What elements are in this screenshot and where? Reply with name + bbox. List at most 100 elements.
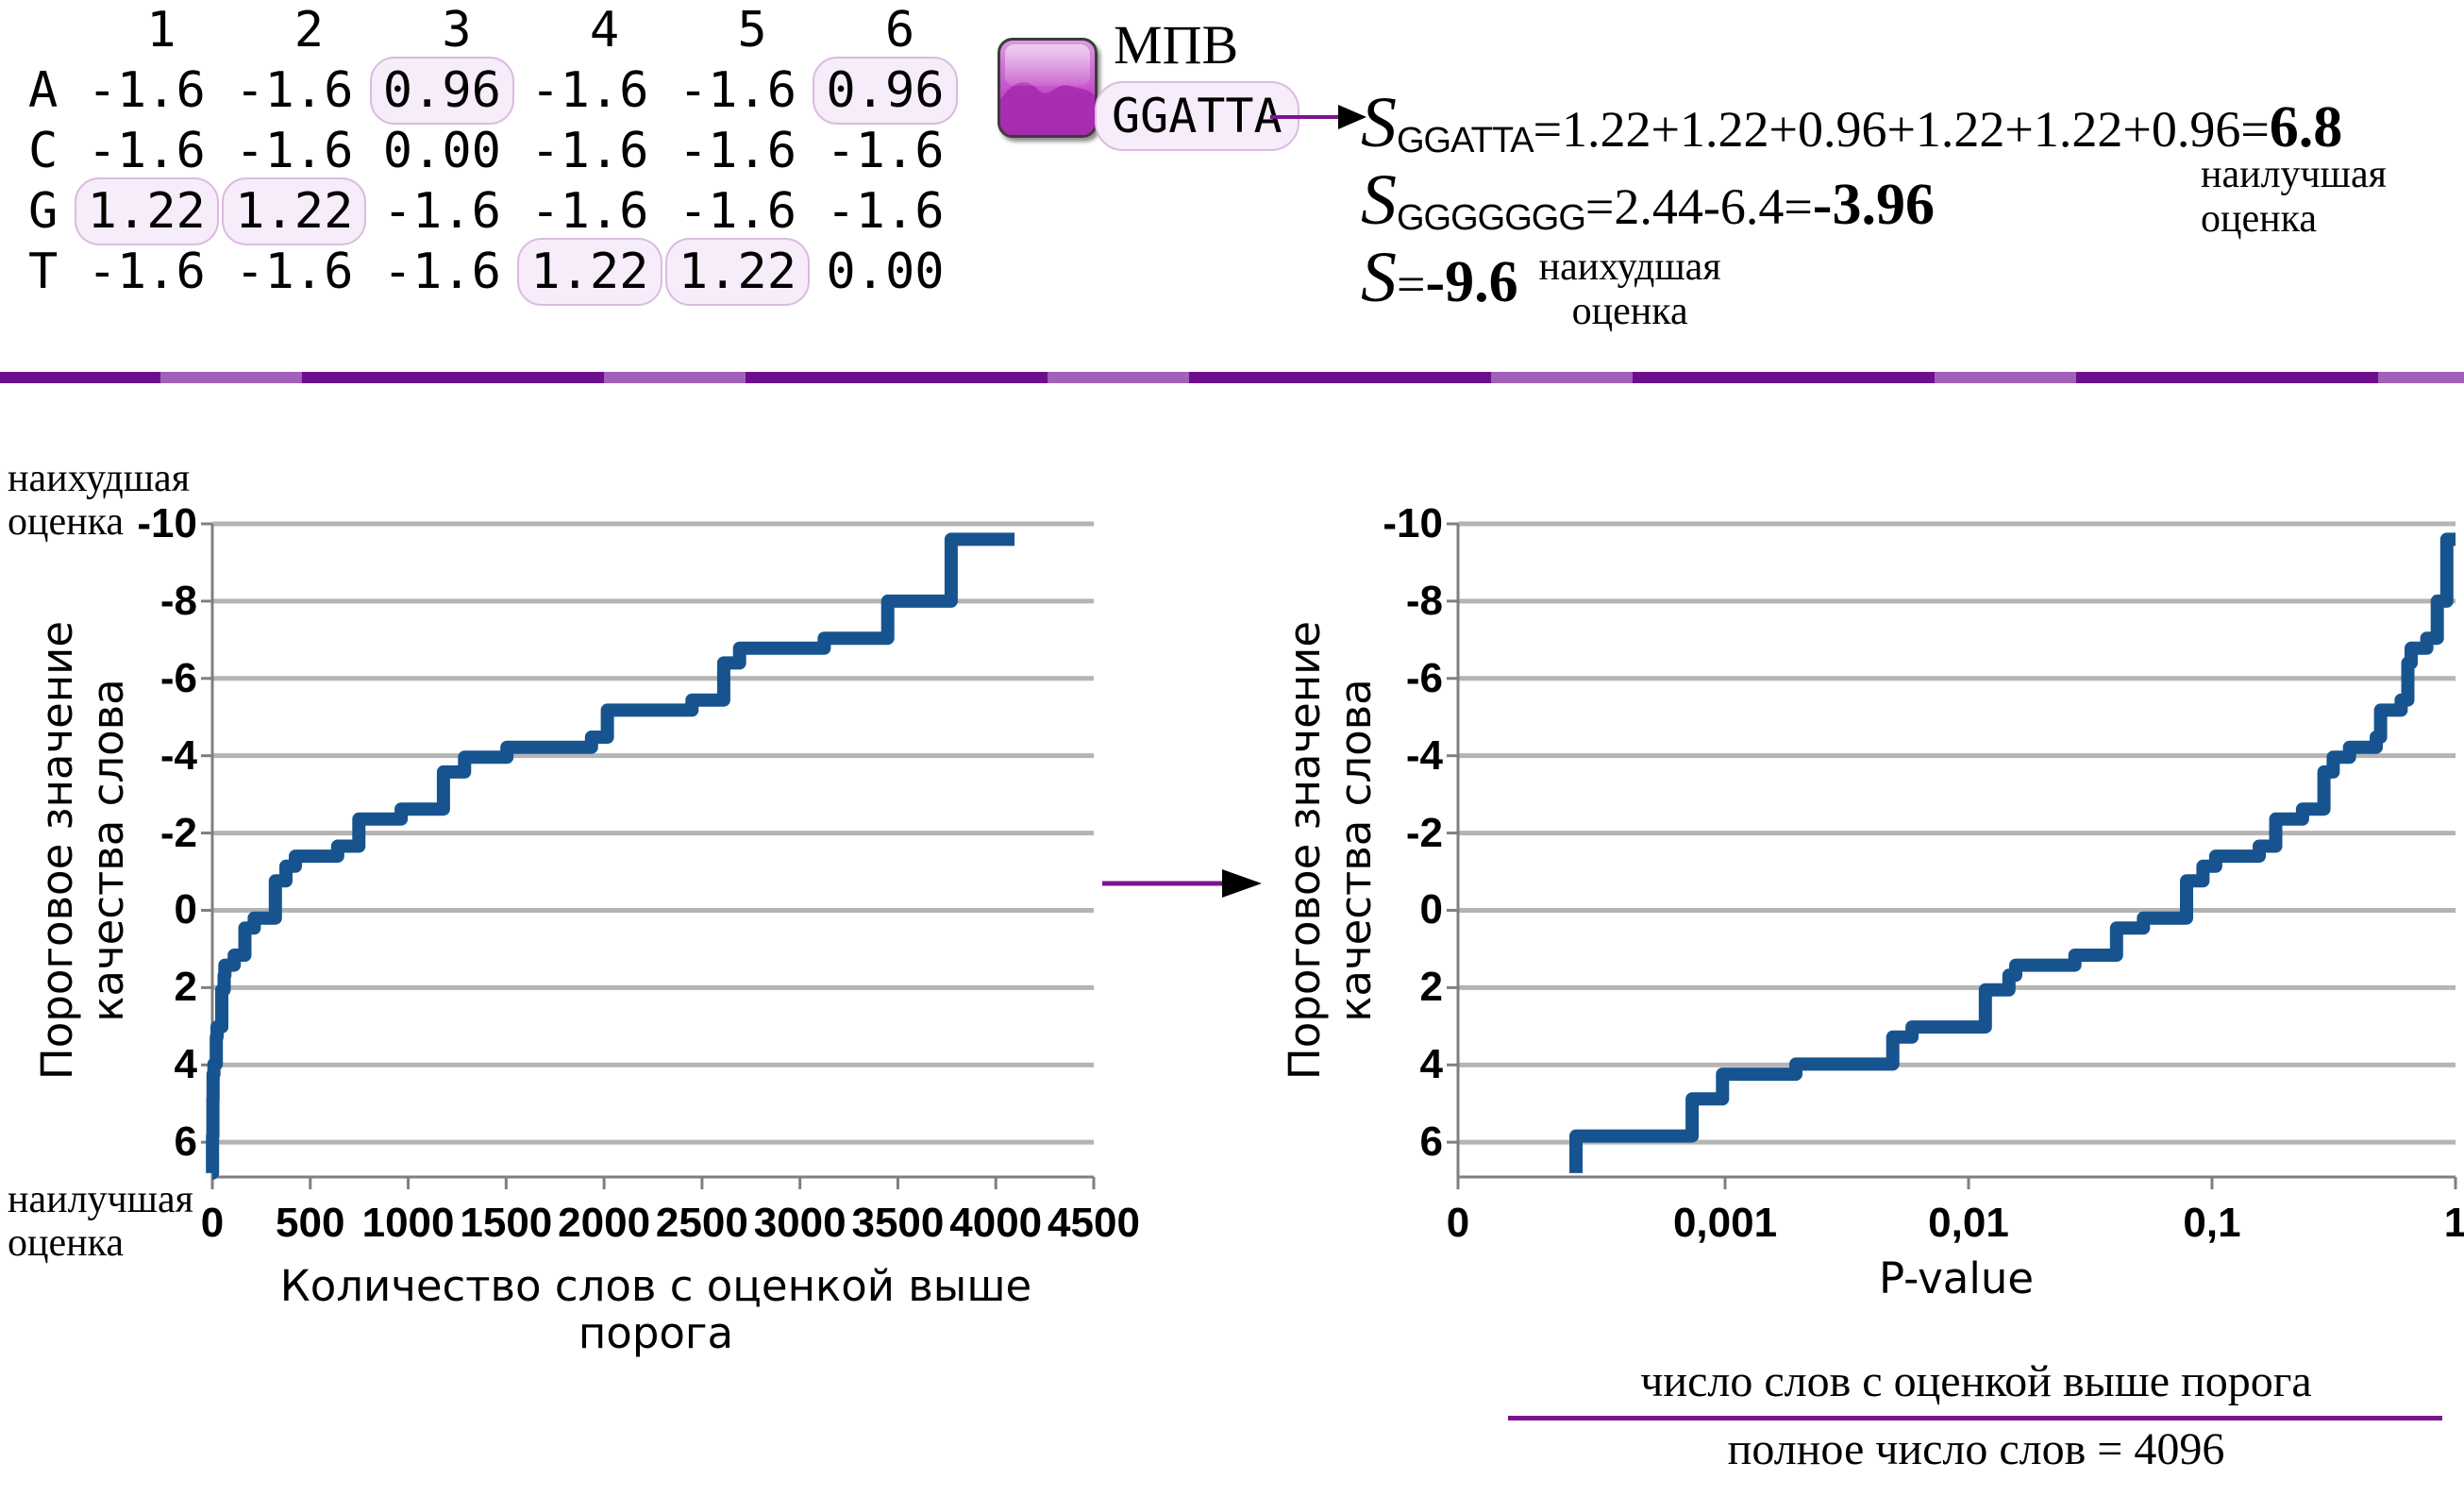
- matrix-header-row: 1 2 3 4 5 6: [28, 2, 915, 59]
- y-tick-label: -4: [1405, 731, 1443, 779]
- fraction-bar: [1508, 1416, 2442, 1420]
- matrix-cell: -1.6: [678, 123, 797, 179]
- matrix-cell-highlighted: 1.22: [664, 238, 811, 306]
- formula-body: =: [1397, 256, 1426, 312]
- matrix-cell: -1.6: [382, 183, 501, 240]
- word-to-formula-arrow: [1270, 105, 1366, 129]
- formula-body: =1.22+1.22+0.96+1.22+1.22+0.96=: [1533, 101, 2270, 158]
- y-tick-label: -8: [1405, 577, 1443, 624]
- matrix-row-label: C: [28, 123, 59, 179]
- matrix-row-label: A: [28, 62, 59, 119]
- matrix-row: G 1.22 1.22 -1.6 -1.6 -1.6 -1.6: [28, 177, 945, 245]
- x-tick-label: 2500: [655, 1200, 748, 1246]
- y-tick-label: 2: [174, 964, 197, 1011]
- formula-subscript: GGATTA: [1397, 121, 1534, 160]
- mpv-label: МПВ: [1114, 14, 1239, 76]
- worst-score-annotation: наихудшая оценка: [8, 457, 191, 544]
- left-chart: -10 -8 -6 -4 -2 0 2 4 6 0 500 1000 1500 2000 2500 3000 3…: [57, 500, 1140, 1326]
- y-tick-label: -10: [1383, 500, 1443, 546]
- x-tick-label: 3500: [851, 1200, 945, 1246]
- formula-subscript: GGGGGGG: [1397, 198, 1586, 238]
- gridlines: [1458, 521, 2456, 1145]
- x-tick-label: 0,1: [2183, 1200, 2241, 1246]
- matrix-cell: -1.6: [87, 244, 206, 300]
- x-tick-label: 1000: [361, 1200, 455, 1246]
- matrix-row: T -1.6 -1.6 -1.6 1.22 1.22 0.00: [28, 238, 945, 306]
- y-tick-label: 2: [1419, 964, 1443, 1011]
- right-chart-x-axis-title: P-value: [1878, 1253, 2035, 1303]
- x-tick-label: 1: [2443, 1200, 2464, 1246]
- best-score-note: наилучшая оценка: [2201, 153, 2387, 241]
- matrix-cell: 0.00: [382, 123, 501, 179]
- x-tick-label: 0,01: [1928, 1200, 2009, 1246]
- right-chart-svg: [1447, 521, 2457, 1189]
- matrix-cell: -1.6: [530, 123, 649, 179]
- y-tick-label: 4: [174, 1041, 197, 1088]
- matrix-cell-highlighted: 0.96: [813, 57, 958, 125]
- matrix-row: A -1.6 -1.6 0.96 -1.6 -1.6 0.96: [28, 57, 958, 125]
- axes: [1447, 522, 2457, 1189]
- formula-gggggg-score: SGGGGGGG=2.44-6.4=-3.96: [1361, 164, 1935, 236]
- matrix-cell: -1.6: [678, 62, 797, 119]
- matrix-cell-highlighted: 1.22: [222, 177, 367, 245]
- formula-body: =2.44-6.4=: [1584, 178, 1813, 235]
- x-tick-label: 0,001: [1672, 1200, 1778, 1246]
- matrix-cell-highlighted: 1.22: [517, 238, 662, 306]
- fraction-denominator: полное число слов = 4096: [1727, 1424, 2225, 1474]
- score-symbol: S: [1361, 83, 1397, 162]
- gridlines: [212, 521, 1094, 1145]
- score-step-curve: [206, 532, 1015, 1180]
- fraction-numerator: число слов с оценкой выше порога: [1640, 1356, 2312, 1406]
- matrix-cell-highlighted: 1.22: [74, 177, 219, 245]
- matrix-row-label: T: [28, 244, 59, 300]
- matrix-cell: -1.6: [235, 62, 354, 119]
- x-tick-label: 3000: [753, 1200, 846, 1246]
- y-tick-label: -2: [1405, 809, 1443, 856]
- score-symbol: S: [1361, 238, 1397, 317]
- matrix-cell: -1.6: [530, 62, 649, 119]
- y-tick-label: 6: [174, 1118, 197, 1166]
- matrix-row-label: G: [28, 183, 59, 240]
- matrix-cell: -1.6: [826, 123, 945, 179]
- formula-result: -9.6: [1425, 250, 1518, 314]
- score-step-curve: [1569, 532, 2456, 1173]
- y-tick-label: -6: [159, 654, 197, 701]
- matrix-cell: -1.6: [678, 183, 797, 240]
- matrix-cell: -1.6: [235, 123, 354, 179]
- section-divider: [0, 372, 2464, 383]
- query-word: GGATTA: [1095, 81, 1299, 151]
- x-tick-label: 4500: [1048, 1200, 1140, 1246]
- matrix-cell: 0.00: [826, 244, 945, 300]
- matrix-row: C -1.6 -1.6 0.00 -1.6 -1.6 -1.6: [28, 121, 945, 181]
- y-tick-label: -4: [159, 731, 197, 779]
- y-tick-label: -6: [1405, 654, 1443, 701]
- y-tick-label: -10: [137, 500, 197, 546]
- transform-arrow: [1102, 869, 1262, 898]
- left-chart-svg: [201, 521, 1096, 1189]
- icon-gloss: [1005, 44, 1090, 86]
- matrix-cell: -1.6: [382, 244, 501, 300]
- x-tick-label: 4000: [949, 1200, 1043, 1246]
- y-tick-label: -2: [159, 809, 197, 856]
- matrix-cell-highlighted: 0.96: [369, 57, 514, 125]
- wave-shape-icon: [1000, 82, 1095, 135]
- y-tick-label: 4: [1419, 1041, 1443, 1088]
- matrix-cell: -1.6: [87, 123, 206, 179]
- x-tick-label: 1500: [460, 1200, 553, 1246]
- worst-score-note: наихудшая оценка: [1538, 245, 1721, 333]
- matrix-cell: -1.6: [826, 183, 945, 240]
- x-tick-label: 2000: [558, 1200, 651, 1246]
- x-tick-label: 500: [276, 1200, 345, 1246]
- left-chart-x-axis-title: Количество слов с оценкой выше порога: [279, 1261, 1032, 1358]
- pwm-picture-icon: [997, 38, 1098, 138]
- matrix-cell: -1.6: [87, 62, 206, 119]
- y-tick-label: 6: [1419, 1118, 1443, 1166]
- matrix-cell: -1.6: [235, 244, 354, 300]
- y-tick-label: 0: [1419, 886, 1443, 933]
- x-tick-label: 0: [200, 1200, 225, 1246]
- formula-best-score: SGGATTA=1.22+1.22+0.96+1.22+1.22+0.96=6.…: [1361, 87, 2342, 159]
- formula-result: -3.96: [1812, 173, 1935, 237]
- best-score-annotation: наилучшая оценка: [8, 1178, 193, 1265]
